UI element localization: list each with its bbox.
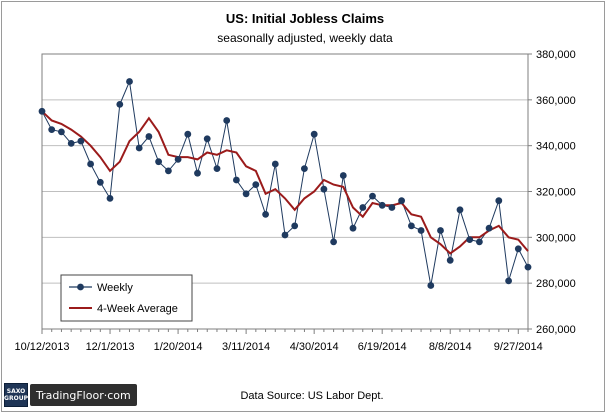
weekly-data-point [349,224,357,232]
weekly-data-point [417,227,425,234]
weekly-data-point [388,204,396,211]
y-tick-label: 300,000 [536,232,576,244]
weekly-data-point [369,192,376,200]
weekly-data-point [514,245,522,253]
weekly-data-point [106,195,114,202]
weekly-data-point [213,165,221,173]
weekly-data-point [58,128,65,136]
weekly-data-point [77,137,85,145]
grid-lines [42,99,528,284]
weekly-data-point [310,130,318,138]
tradingfloor-logo: TradingFloor·com [30,384,137,406]
weekly-data-point [203,135,211,143]
weekly-data-point [320,185,328,193]
weekly-data-point [485,224,493,232]
weekly-data-point [96,178,104,186]
weekly-data-point [194,169,201,177]
saxo-logo-line1: SAXO [6,388,26,395]
series-weekly-line [41,79,529,286]
weekly-data-point [262,211,269,218]
legend-weekly-label: Weekly [97,282,133,294]
weekly-data-point [301,165,308,173]
weekly-data-point [456,206,464,214]
weekly-data-point [116,101,124,108]
x-axis: 10/12/2013 12/1/2013 1/20/2014 3/11/2014 4/3… [14,329,543,353]
weekly-data-point [466,236,474,244]
weekly-data-point [135,144,143,152]
weekly-data-point [398,197,405,205]
y-tick-label: 280,000 [536,278,576,290]
series-group [38,78,532,289]
x-tick-label: 6/19/2014 [358,341,407,353]
y-axis: 260,000 280,000 300,000 320,000 340,000 360,0… [528,49,576,336]
legend-average-label: 4-Week Average [97,303,178,315]
brand-logos: SAXO GROUP TradingFloor·com [4,383,137,407]
legend-weekly-marker [77,283,84,291]
weekly-data-point [495,197,503,205]
weekly-data-point [242,190,250,198]
weekly-data-point [339,172,347,179]
weekly-data-point [281,231,289,239]
weekly-data-point [427,282,435,289]
x-tick-label: 1/20/2014 [154,341,203,353]
weekly-data-point [476,238,483,246]
weekly-data-point [87,160,94,168]
x-tick-label: 9/27/2014 [494,341,543,353]
weekly-data-point [446,256,454,264]
weekly-data-point [437,227,444,234]
chart-title: US: Initial Jobless Claims [226,11,384,26]
legend: Weekly 4-Week Average [60,274,193,322]
x-tick-label: 4/30/2014 [290,341,339,353]
weekly-data-point [223,117,231,124]
y-tick-label: 340,000 [536,141,576,153]
weekly-data-point [48,126,56,133]
saxo-logo-line2: GROUP [4,395,28,402]
x-tick-label: 8/8/2014 [429,341,472,353]
weekly-data-point [126,78,133,85]
weekly-data-point [271,160,279,168]
weekly-data-point [505,277,512,285]
weekly-data-point [174,156,182,163]
x-tick-label: 12/1/2013 [86,341,135,353]
y-tick-label: 360,000 [536,95,576,107]
x-tick-label: 3/11/2014 [222,341,270,353]
y-tick-label: 320,000 [536,187,576,199]
weekly-data-point [359,204,367,211]
weekly-data-point [184,130,192,138]
weekly-data-point [291,222,299,230]
weekly-data-point [408,222,415,230]
weekly-data-point [155,158,163,166]
weekly-data-point [38,107,46,115]
y-tick-label: 260,000 [536,324,576,336]
weekly-data-point [330,238,337,246]
weekly-data-point [67,140,75,147]
legend-box [60,274,193,322]
saxo-group-logo: SAXO GROUP [4,383,28,407]
weekly-data-point [252,181,260,189]
x-tick-label: 10/12/2013 [14,341,69,353]
weekly-data-point [524,263,532,271]
y-tick-label: 380,000 [536,49,576,61]
series-4-week-average-line [41,110,529,255]
weekly-data-point [145,133,153,140]
chart-subtitle: seasonally adjusted, weekly data [217,31,393,45]
weekly-data-point [233,176,240,184]
weekly-data-point [378,201,386,209]
data-source-note: Data Source: US Labor Dept. [240,390,383,402]
weekly-data-point [165,167,172,175]
